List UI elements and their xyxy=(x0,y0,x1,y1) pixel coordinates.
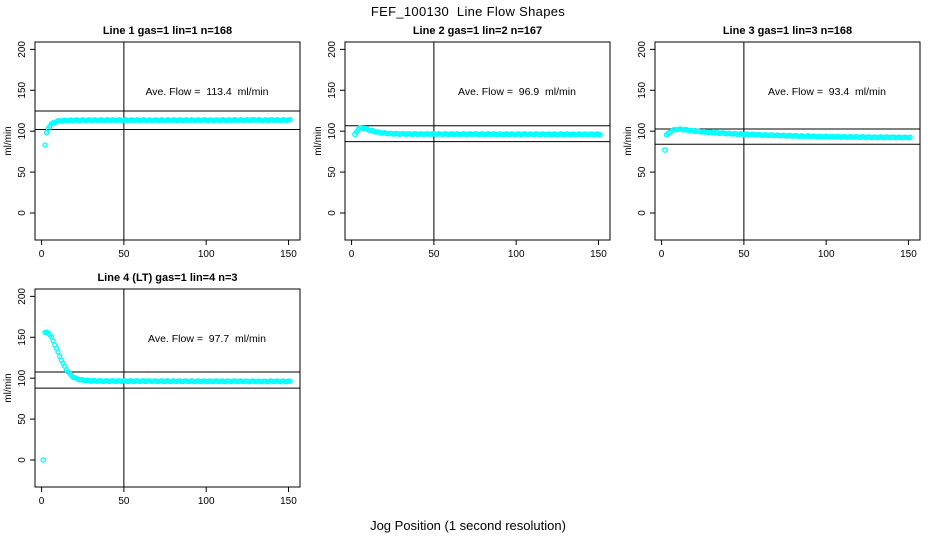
axis-ticks: 0 50 100 150 0 50 100 150 200 xyxy=(17,41,297,260)
plot-box xyxy=(34,288,301,488)
y-tick-label: 50 xyxy=(17,166,28,178)
subplot-line-1: 0 50 100 150 0 50 100 150 200 ml/min Line 1 gas=1 … xyxy=(3,25,301,260)
x-tick-label: 100 xyxy=(198,249,215,260)
x-tick-label: 150 xyxy=(280,496,297,507)
annotation-ave-flow: Ave. Flow = 113.4 ml/min xyxy=(145,86,268,98)
y-axis-title: ml/min xyxy=(623,126,634,155)
subplot-title: Line 1 gas=1 lin=1 n=168 xyxy=(103,25,232,37)
data-points xyxy=(42,116,293,148)
data-point xyxy=(42,142,48,148)
x-tick-label: 0 xyxy=(659,249,665,260)
y-tick-label: 200 xyxy=(17,41,28,58)
x-tick-label: 50 xyxy=(118,249,130,260)
plot-box xyxy=(654,41,921,241)
y-tick-label: 200 xyxy=(637,41,648,58)
data-point xyxy=(287,117,293,123)
y-tick-label: 0 xyxy=(17,210,28,216)
y-tick-label: 100 xyxy=(17,122,28,139)
annotation-ave-flow: Ave. Flow = 96.9 ml/min xyxy=(458,86,576,98)
y-tick-label: 50 xyxy=(637,166,648,178)
y-tick-label: 200 xyxy=(17,288,28,305)
subplot-line-3: 0 50 100 150 0 50 100 150 200 ml/min Line 3 gas=1 … xyxy=(623,25,921,260)
data-point xyxy=(287,378,293,384)
y-tick-label: 100 xyxy=(17,369,28,386)
axis-ticks: 0 50 100 150 0 50 100 150 200 xyxy=(17,288,297,507)
annotation-ave-flow: Ave. Flow = 93.4 ml/min xyxy=(768,86,886,98)
y-axis-title: ml/min xyxy=(3,373,14,402)
y-tick-label: 0 xyxy=(17,457,28,463)
y-tick-label: 150 xyxy=(17,81,28,98)
plot-box xyxy=(344,41,611,241)
y-tick-label: 150 xyxy=(327,81,338,98)
x-axis-title: Jog Position (1 second resolution) xyxy=(370,518,566,533)
x-tick-label: 100 xyxy=(508,249,525,260)
x-tick-label: 100 xyxy=(818,249,835,260)
x-tick-label: 50 xyxy=(738,249,750,260)
outlier-point xyxy=(352,131,358,138)
data-points xyxy=(662,126,913,153)
subplot-title: Line 3 gas=1 lin=3 n=168 xyxy=(723,25,852,37)
subplot-line-4: 0 50 100 150 0 50 100 150 200 ml/min Line 4 (LT) g… xyxy=(3,272,301,507)
annotation-ave-flow: Ave. Flow = 97.7 ml/min xyxy=(148,333,266,345)
data-point xyxy=(597,132,603,138)
reference-lines xyxy=(35,42,300,240)
data-points xyxy=(40,329,293,463)
y-tick-label: 50 xyxy=(327,166,338,178)
reference-lines xyxy=(35,289,300,487)
x-tick-label: 150 xyxy=(280,249,297,260)
x-tick-label: 150 xyxy=(900,249,917,260)
y-tick-label: 0 xyxy=(637,210,648,216)
y-tick-label: 0 xyxy=(327,210,338,216)
x-tick-label: 0 xyxy=(349,249,355,260)
data-point xyxy=(55,349,61,355)
subplot-line-2: 0 50 100 150 0 50 100 150 200 ml/min Line 2 gas=1 … xyxy=(313,25,611,260)
x-tick-label: 0 xyxy=(39,496,45,507)
subplot-title: Line 2 gas=1 lin=2 n=167 xyxy=(413,25,542,37)
x-tick-label: 50 xyxy=(428,249,440,260)
outlier-point xyxy=(40,457,47,463)
reference-lines xyxy=(655,42,920,240)
plot-box xyxy=(34,41,301,241)
y-tick-label: 150 xyxy=(17,328,28,345)
y-tick-label: 100 xyxy=(637,122,648,139)
y-axis-title: ml/min xyxy=(3,126,14,155)
y-tick-label: 200 xyxy=(327,41,338,58)
reference-lines xyxy=(345,42,610,240)
data-points xyxy=(352,124,603,138)
figure-title: FEF_100130 Line Flow Shapes xyxy=(370,4,566,19)
data-point xyxy=(50,338,56,344)
y-tick-label: 50 xyxy=(17,413,28,425)
y-axis-title: ml/min xyxy=(313,126,324,155)
axis-ticks: 0 50 100 150 0 50 100 150 200 xyxy=(637,41,917,260)
axis-ticks: 0 50 100 150 0 50 100 150 200 xyxy=(327,41,607,260)
x-tick-label: 0 xyxy=(39,249,45,260)
x-tick-label: 150 xyxy=(590,249,607,260)
data-point xyxy=(907,134,913,140)
outlier-point xyxy=(662,147,668,153)
x-tick-label: 50 xyxy=(118,496,130,507)
data-point xyxy=(43,130,50,136)
x-tick-label: 100 xyxy=(198,496,215,507)
y-tick-label: 150 xyxy=(637,81,648,98)
subplot-title: Line 4 (LT) gas=1 lin=4 n=3 xyxy=(97,272,237,284)
y-tick-label: 100 xyxy=(327,122,338,139)
